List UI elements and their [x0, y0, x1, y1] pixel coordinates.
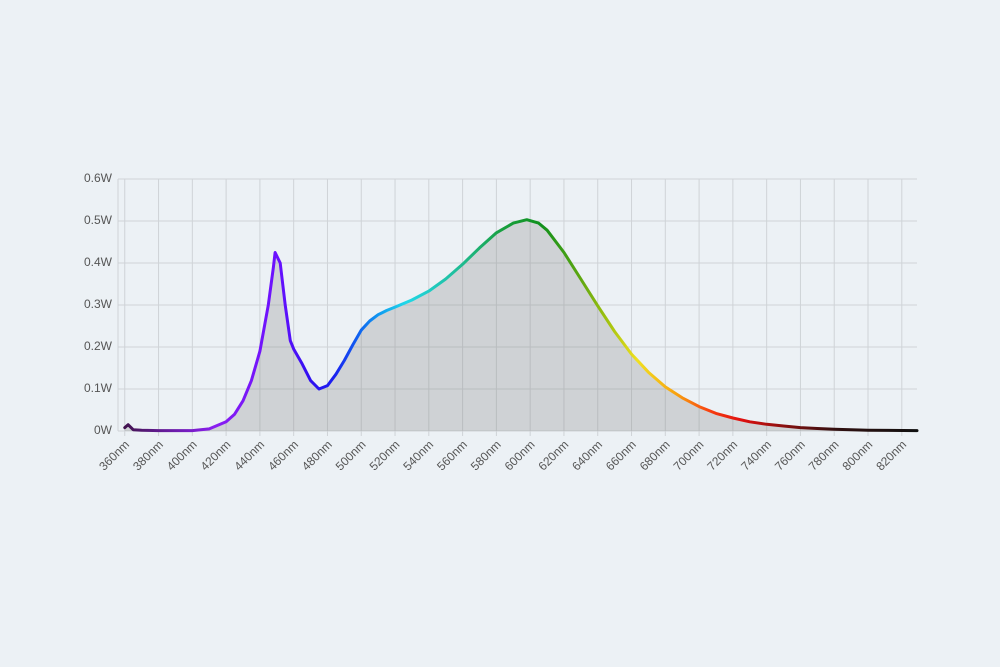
- x-tick-label: 580nm: [468, 437, 504, 473]
- x-tick-label: 800nm: [840, 437, 876, 473]
- x-tick-label: 820nm: [873, 437, 909, 473]
- x-tick-label: 360nm: [96, 437, 132, 473]
- x-tick-label: 500nm: [333, 437, 369, 473]
- x-tick-label: 560nm: [434, 437, 470, 473]
- x-tick-label: 620nm: [535, 437, 571, 473]
- y-tick-label: 0W: [94, 423, 113, 437]
- x-tick-label: 440nm: [231, 437, 267, 473]
- x-tick-label: 780nm: [806, 437, 842, 473]
- area: [124, 219, 917, 431]
- x-tick-label: 720nm: [704, 437, 740, 473]
- y-tick-label: 0.5W: [84, 213, 113, 227]
- plot: [123, 218, 919, 433]
- spectrum-line: [123, 218, 919, 433]
- y-tick-label: 0.2W: [84, 339, 113, 353]
- x-tick-label: 600nm: [502, 437, 538, 473]
- y-tick-label: 0.4W: [84, 255, 113, 269]
- x-tick-label: 640nm: [569, 437, 605, 473]
- x-tick-label: 480nm: [299, 437, 335, 473]
- x-tick-label: 460nm: [265, 437, 301, 473]
- x-tick-label: 520nm: [367, 437, 403, 473]
- x-tick-label: 540nm: [400, 437, 436, 473]
- x-tick-label: 680nm: [637, 437, 673, 473]
- x-tick-label: 420nm: [198, 437, 234, 473]
- x-tick-label: 380nm: [130, 437, 166, 473]
- y-tick-label: 0.3W: [84, 297, 113, 311]
- x-tick-label: 660nm: [603, 437, 639, 473]
- y-tick-label: 0.1W: [84, 381, 113, 395]
- y-tick-label: 0.6W: [84, 171, 113, 185]
- x-tick-label: 700nm: [671, 437, 707, 473]
- x-tick-label: 740nm: [738, 437, 774, 473]
- x-tick-label: 400nm: [164, 437, 200, 473]
- x-tick-label: 760nm: [772, 437, 808, 473]
